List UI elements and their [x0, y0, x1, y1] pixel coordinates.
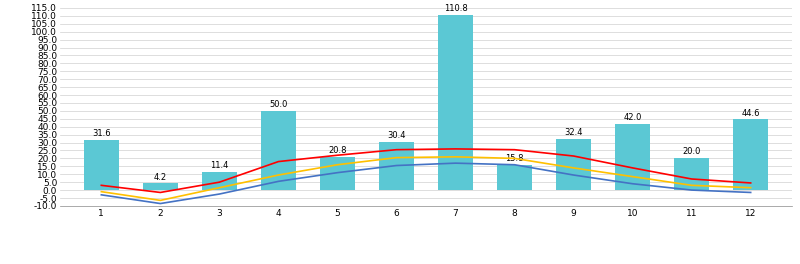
Bar [202, 172, 237, 190]
Bar [438, 15, 474, 190]
Text: 20.0: 20.0 [682, 148, 701, 157]
Bar [320, 157, 355, 190]
Text: 4.2: 4.2 [154, 173, 167, 182]
Bar [615, 124, 650, 190]
Bar [556, 139, 591, 190]
Text: 42.0: 42.0 [623, 113, 642, 122]
Text: 15.8: 15.8 [506, 154, 524, 163]
Text: 11.4: 11.4 [210, 161, 229, 170]
Bar [378, 142, 414, 190]
Bar [733, 119, 768, 190]
Text: 110.8: 110.8 [444, 4, 467, 13]
Bar [142, 183, 178, 190]
Bar [84, 140, 119, 190]
Text: 32.4: 32.4 [564, 128, 583, 137]
Text: 20.8: 20.8 [328, 146, 346, 155]
Bar [261, 111, 296, 190]
Bar [674, 158, 710, 190]
Text: 44.6: 44.6 [742, 109, 760, 117]
Text: 31.6: 31.6 [92, 129, 110, 138]
Bar [497, 165, 532, 190]
Text: 50.0: 50.0 [270, 100, 288, 109]
Text: 30.4: 30.4 [387, 131, 406, 140]
